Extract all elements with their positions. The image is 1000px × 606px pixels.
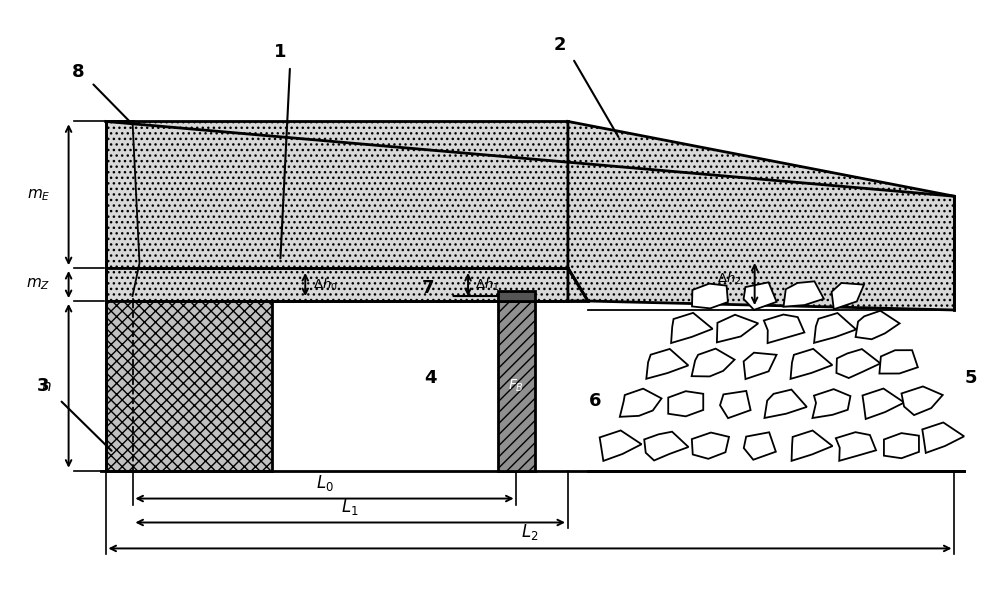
Text: 8: 8 [72,62,85,81]
Text: 3: 3 [36,377,49,395]
Polygon shape [692,284,728,308]
Polygon shape [764,390,807,418]
Text: $m_Z$: $m_Z$ [26,277,51,292]
Text: $L_2$: $L_2$ [521,522,539,542]
Polygon shape [717,315,758,342]
Bar [106,121,568,268]
Polygon shape [744,432,776,460]
Text: $L_1$: $L_1$ [341,496,359,516]
Polygon shape [832,283,864,309]
Text: $\Delta h_0$: $\Delta h_0$ [313,276,338,293]
Polygon shape [764,315,804,343]
Polygon shape [784,281,824,307]
Polygon shape [862,388,904,419]
Polygon shape [744,353,777,379]
Polygon shape [568,121,954,310]
Polygon shape [668,391,703,416]
Bar [498,301,535,471]
Polygon shape [814,313,856,343]
Polygon shape [856,311,900,339]
Text: $h$: $h$ [41,378,52,394]
Text: 4: 4 [424,369,436,387]
Polygon shape [836,432,876,461]
Text: $m_E$: $m_E$ [27,187,50,202]
Bar [498,291,535,301]
Text: $\Delta h_1$: $\Delta h_1$ [475,276,499,293]
Text: 6: 6 [589,391,601,410]
Polygon shape [812,389,850,418]
Polygon shape [671,313,713,343]
Bar [106,268,568,301]
Polygon shape [901,387,943,415]
Polygon shape [879,350,918,373]
Polygon shape [720,391,751,418]
Polygon shape [922,422,964,453]
Polygon shape [791,349,832,379]
Text: $F_B$: $F_B$ [508,378,525,394]
Polygon shape [568,268,588,301]
Polygon shape [792,430,833,461]
Text: 7: 7 [422,279,434,297]
Text: 1: 1 [274,42,287,61]
Polygon shape [692,348,735,376]
Polygon shape [836,349,880,378]
Text: 5: 5 [965,369,978,387]
Polygon shape [692,433,729,459]
Polygon shape [646,349,688,379]
Polygon shape [744,282,777,310]
Text: $\Delta h_2$: $\Delta h_2$ [717,271,741,287]
Polygon shape [644,431,688,461]
Text: $L_0$: $L_0$ [316,473,333,493]
Polygon shape [600,430,642,461]
Text: 2: 2 [554,36,566,53]
Bar [106,301,272,471]
Polygon shape [620,388,662,417]
Polygon shape [884,433,919,458]
